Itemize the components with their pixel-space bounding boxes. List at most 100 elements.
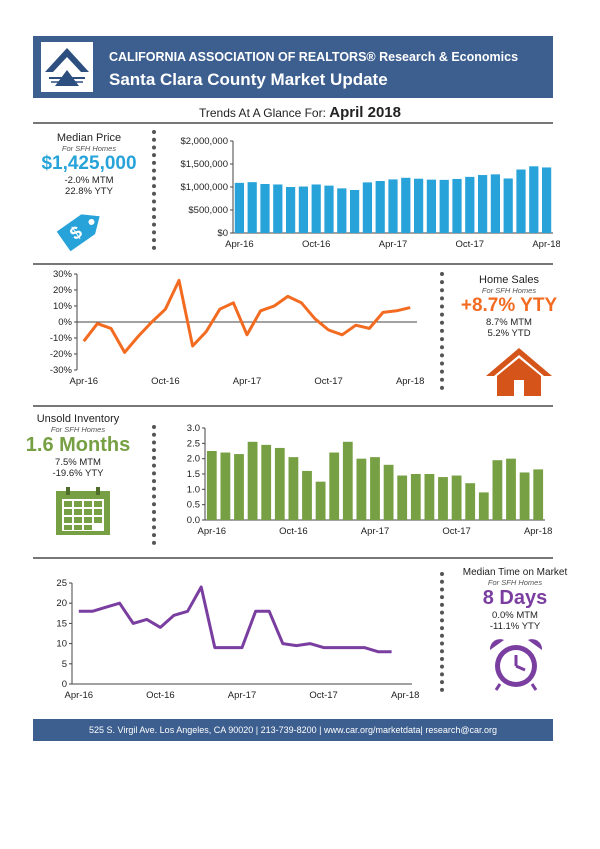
tom-value: 8 Days	[482, 587, 548, 609]
days-chart: 0 5 10 15 20 25 Apr-16 Oct-16 Apr-17 Oct-17 Apr-18	[56, 578, 420, 701]
tom-sub: For SFH Homes	[487, 578, 543, 587]
bar	[492, 460, 503, 520]
bar	[424, 474, 435, 520]
bar	[298, 186, 309, 233]
bar	[234, 182, 245, 233]
bar	[401, 177, 411, 233]
y-tick-label: -10%	[50, 333, 73, 344]
home-sales-title: Home Sales	[479, 274, 539, 286]
sales-chart: -30% -20% -10% 0% 10% 20% 30% Apr-16 Oct-16 Apr-1…	[50, 269, 425, 387]
series-line	[82, 278, 411, 354]
bar	[206, 451, 217, 520]
y-tick-label: 20%	[53, 285, 73, 296]
x-tick-label: Oct-16	[146, 690, 175, 701]
bar	[260, 184, 270, 233]
x-tick-label: Apr-18	[396, 376, 425, 387]
divider	[33, 405, 553, 407]
bar	[451, 475, 462, 520]
bar	[247, 441, 258, 520]
bar	[397, 475, 408, 520]
y-tick-label: 5	[62, 659, 67, 670]
dotted-separator	[440, 272, 444, 390]
home-sales-value: +8.7% YTY	[460, 295, 558, 316]
median-price-yty: 22.8% YTY	[65, 186, 113, 197]
house-icon	[484, 346, 554, 403]
x-tick-label: Apr-18	[524, 526, 553, 537]
bar	[370, 457, 380, 520]
x-tick-label: Apr-18	[532, 239, 560, 250]
inventory-chart: 0.0 0.5 1.0 1.5 2.0 2.5 3.0 Apr-16 Oct-16 Apr-17 O…	[187, 423, 553, 537]
inventory-value: 1.6 Months	[25, 434, 131, 456]
bar	[477, 175, 488, 233]
bar	[541, 167, 552, 233]
dotted-separator	[152, 425, 156, 545]
bar	[465, 176, 475, 233]
bar	[274, 447, 285, 520]
bar	[519, 472, 530, 520]
header-org: CALIFORNIA ASSOCIATION OF REALTORS® Rese…	[109, 50, 519, 64]
y-tick-label: 15	[56, 618, 67, 629]
bar	[288, 457, 299, 520]
alarm-clock-icon	[486, 636, 546, 697]
bar	[362, 182, 373, 233]
x-tick-label: Apr-17	[233, 376, 262, 387]
bar	[349, 189, 360, 233]
price-tag-icon: $	[50, 200, 110, 265]
bar	[413, 178, 424, 233]
y-tick-label: 0.0	[187, 515, 200, 526]
x-tick-label: Apr-17	[228, 690, 257, 701]
home-sales-panel: Home Sales For SFH Homes +8.7% YTY 8.7% …	[458, 274, 560, 339]
bar	[285, 187, 296, 233]
trends-month: April 2018	[329, 104, 401, 121]
median-price-panel: Median Price For SFH Homes $1,425,000 -2…	[38, 132, 140, 197]
divider	[33, 263, 553, 265]
bar	[533, 469, 544, 520]
divider	[33, 122, 553, 124]
time-on-market-panel: Median Time on Market For SFH Homes 8 Da…	[455, 567, 575, 632]
bar	[261, 444, 272, 520]
inventory-sub: For SFH Homes	[50, 425, 106, 434]
y-tick-label: 10	[56, 639, 67, 650]
tom-yty: -11.1% YTY	[489, 621, 541, 632]
x-tick-label: Apr-18	[391, 690, 420, 701]
bar	[506, 458, 516, 520]
y-tick-label: 10%	[53, 301, 73, 312]
trends-line: Trends At A Glance For: April 2018	[0, 104, 600, 121]
bar	[439, 179, 449, 233]
footer-bar: 525 S. Virgil Ave. Los Angeles, CA 90020…	[33, 719, 553, 741]
x-tick-label: Apr-16	[70, 376, 99, 387]
bar	[342, 441, 353, 520]
y-tick-label: $1,500,000	[180, 159, 228, 170]
bar	[383, 464, 394, 520]
bar	[329, 452, 340, 520]
x-tick-label: Oct-16	[279, 526, 308, 537]
tom-mtm: 0.0% MTM	[492, 610, 538, 621]
bar	[478, 492, 489, 520]
inventory-mtm: 7.5% MTM	[55, 457, 101, 468]
trends-prefix: Trends At A Glance For:	[198, 106, 330, 120]
inventory-yty: -19.6% YTY	[52, 468, 104, 479]
x-tick-label: Apr-17	[361, 526, 390, 537]
median-price-title: Median Price	[56, 132, 122, 144]
bar	[234, 454, 244, 520]
bar	[337, 188, 347, 233]
y-tick-label: 2.0	[187, 454, 200, 465]
bar	[516, 169, 526, 233]
bar	[273, 184, 283, 233]
bar	[465, 483, 476, 520]
tom-title: Median Time on Market	[462, 567, 568, 578]
median-price-mtm: -2.0% MTM	[64, 175, 114, 186]
y-tick-label: 3.0	[187, 423, 200, 434]
dotted-separator	[440, 572, 444, 692]
y-tick-label: 0%	[58, 317, 72, 328]
header-banner: CALIFORNIA ASSOCIATION OF REALTORS® Rese…	[33, 36, 553, 98]
bar	[324, 185, 334, 233]
y-tick-label: $0	[217, 228, 228, 239]
x-tick-label: Oct-17	[442, 526, 471, 537]
y-tick-label: 1.0	[187, 484, 200, 495]
y-tick-label: -20%	[50, 349, 73, 360]
bar	[375, 181, 385, 233]
x-tick-label: Oct-16	[302, 239, 331, 250]
bar	[356, 458, 367, 520]
bar	[410, 474, 421, 520]
